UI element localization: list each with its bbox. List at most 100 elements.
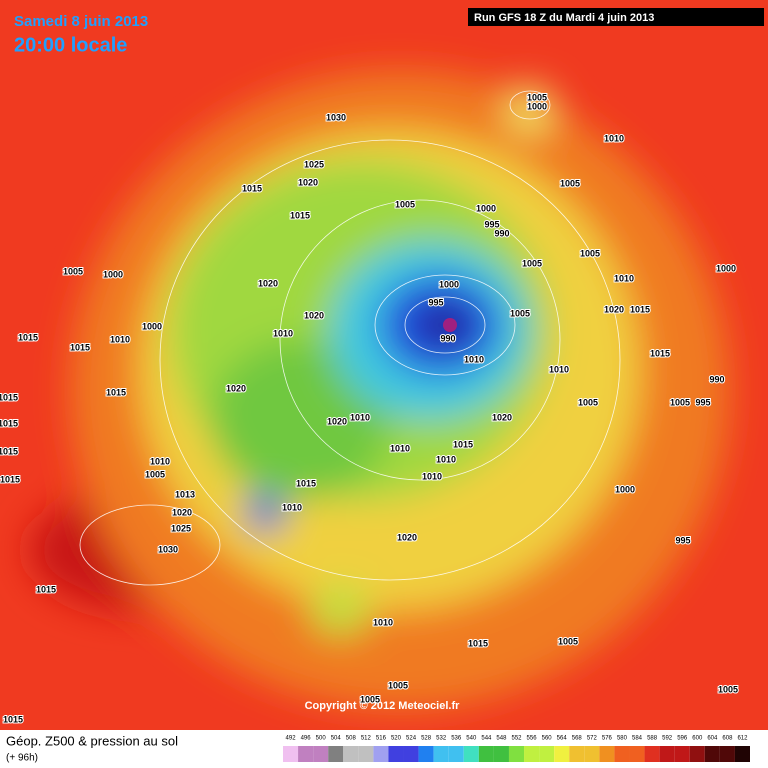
scale-swatch [704, 746, 720, 762]
scale-swatch [539, 746, 555, 762]
date: Samedi 8 juin 2013 [14, 13, 148, 30]
scale-swatch [524, 746, 540, 762]
pressure-label: 1000 [476, 203, 496, 213]
pressure-label: 1020 [298, 177, 318, 187]
low-center [443, 318, 457, 332]
pressure-label: 1005 [395, 199, 415, 209]
pressure-label: 1015 [106, 387, 126, 397]
scale-label: 560 [542, 736, 553, 742]
scale-label: 556 [527, 736, 538, 742]
scale-label: 584 [632, 736, 643, 742]
scale-label: 596 [677, 736, 688, 742]
scale-swatch [599, 746, 615, 762]
scale-label: 524 [406, 736, 417, 742]
run-info: Run GFS 18 Z du Mardi 4 juin 2013 [474, 12, 654, 24]
scale-swatch [388, 746, 404, 762]
pressure-label: 1005 [527, 92, 547, 102]
footer-title: Géop. Z500 & pression au sol [6, 733, 178, 748]
z500-field [30, 70, 730, 710]
pressure-label: 1010 [150, 456, 170, 466]
scale-swatch [478, 746, 494, 762]
pressure-label: 1015 [0, 446, 18, 456]
pressure-label: 1005 [360, 694, 380, 704]
scale-swatch [734, 746, 750, 762]
copyright: Copyright © 2012 Meteociel.fr [305, 700, 461, 712]
pressure-label: 1020 [604, 304, 624, 314]
pressure-label: 1015 [36, 584, 56, 594]
scale-label: 576 [602, 736, 613, 742]
pressure-label: 995 [675, 535, 690, 545]
pressure-label: 1013 [175, 489, 195, 499]
scale-swatch [403, 746, 419, 762]
pressure-label: 1000 [716, 263, 736, 273]
time: 20:00 locale [14, 34, 127, 56]
scale-label: 496 [301, 736, 312, 742]
pressure-label: 990 [709, 374, 724, 384]
pressure-label: 1015 [18, 332, 38, 342]
pressure-label: 1025 [304, 159, 324, 169]
pressure-label: 1005 [145, 469, 165, 479]
pressure-label: 1010 [390, 443, 410, 453]
pressure-label: 1025 [171, 523, 191, 533]
scale-label: 604 [707, 736, 718, 742]
scale-label: 528 [421, 736, 432, 742]
pressure-label: 1030 [326, 112, 346, 122]
scale-swatch [659, 746, 675, 762]
pressure-label: 1000 [103, 269, 123, 279]
scale-swatch [448, 746, 464, 762]
scale-label: 592 [662, 736, 673, 742]
scale-label: 532 [436, 736, 447, 742]
pressure-label: 1005 [388, 680, 408, 690]
scale-swatch [433, 746, 449, 762]
pressure-label: 1015 [468, 638, 488, 648]
pressure-label: 1015 [70, 342, 90, 352]
pressure-label: 990 [494, 228, 509, 238]
pressure-label: 1010 [273, 328, 293, 338]
scale-label: 504 [331, 736, 342, 742]
footer-lead: (+ 96h) [6, 753, 38, 764]
pressure-label: 1005 [558, 636, 578, 646]
pressure-label: 995 [695, 397, 710, 407]
scale-label: 500 [316, 736, 327, 742]
scale-swatch [418, 746, 434, 762]
pressure-label: 1010 [614, 273, 634, 283]
scale-swatch [629, 746, 645, 762]
pressure-label: 1015 [242, 183, 262, 193]
scale-swatch [313, 746, 329, 762]
pressure-label: 1020 [226, 383, 246, 393]
pressure-label: 1020 [492, 412, 512, 422]
pressure-label: 1015 [0, 418, 18, 428]
pressure-label: 1005 [718, 684, 738, 694]
scale-swatch [373, 746, 389, 762]
pressure-label: 1020 [327, 416, 347, 426]
pressure-label: 1015 [0, 392, 18, 402]
scale-swatch [508, 746, 525, 762]
scale-swatch [614, 746, 630, 762]
scale-swatch [343, 746, 359, 762]
pressure-label: 1000 [142, 321, 162, 331]
scale-label: 572 [587, 736, 598, 742]
scale-label: 508 [346, 736, 357, 742]
scale-swatch [554, 746, 570, 762]
scale-label: 520 [391, 736, 402, 742]
pressure-label: 1010 [604, 133, 624, 143]
pressure-label: 1010 [373, 617, 393, 627]
pressure-label: 995 [428, 297, 443, 307]
scale-label: 568 [572, 736, 583, 742]
pressure-label: 1015 [630, 304, 650, 314]
scale-swatch [463, 746, 479, 762]
scale-label: 512 [361, 736, 372, 742]
pressure-label: 1005 [63, 266, 83, 276]
scale-swatch [283, 746, 299, 762]
pressure-label: 1015 [0, 474, 20, 484]
scale-label: 492 [286, 736, 297, 742]
scale-swatch [674, 746, 690, 762]
scale-swatch [493, 746, 509, 762]
pressure-label: 1005 [580, 248, 600, 258]
pressure-label: 995 [484, 219, 499, 229]
color-scale: 492 496 500 504 508 512 516 520 524 528 532 536 540 5… [283, 736, 750, 762]
scale-swatch [644, 746, 660, 762]
pressure-label: 990 [440, 333, 455, 343]
scale-label: 608 [722, 736, 733, 742]
scale-label: 540 [466, 736, 477, 742]
